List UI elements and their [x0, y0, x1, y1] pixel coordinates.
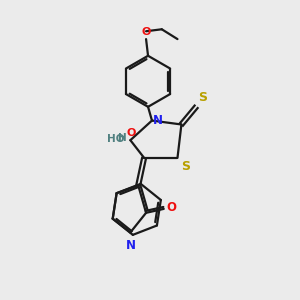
Text: HO: HO — [107, 134, 124, 144]
Text: N: N — [126, 239, 136, 252]
Text: O: O — [126, 128, 136, 138]
Text: O: O — [167, 201, 177, 214]
Text: O: O — [141, 27, 151, 37]
Text: H: H — [118, 133, 126, 143]
Text: N: N — [153, 114, 163, 127]
Text: S: S — [182, 160, 190, 173]
Text: S: S — [198, 91, 207, 104]
